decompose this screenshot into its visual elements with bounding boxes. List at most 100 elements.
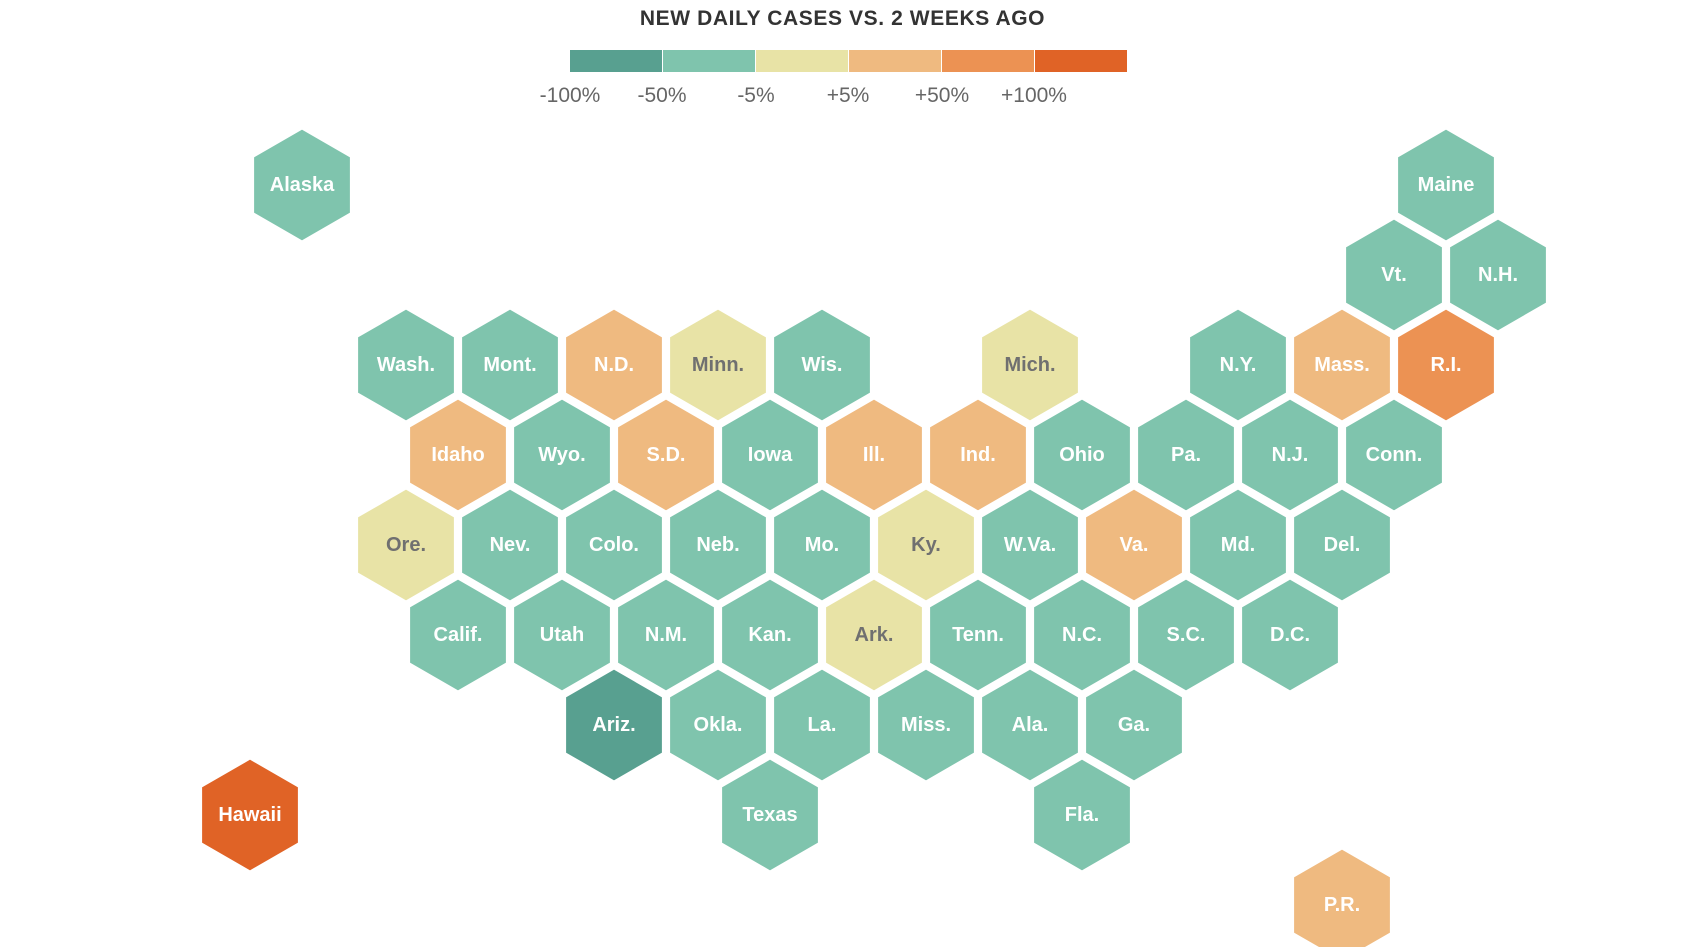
state-hex-ky[interactable]: Ky. [875, 486, 977, 604]
state-hex-tile[interactable] [771, 306, 873, 424]
state-hex-tile[interactable] [407, 576, 509, 694]
state-hex-tile[interactable] [511, 396, 613, 514]
state-hex-tile[interactable] [407, 396, 509, 514]
state-hex-tile[interactable] [1031, 756, 1133, 874]
state-hex-nj[interactable]: N.J. [1239, 396, 1341, 514]
state-hex-nh[interactable]: N.H. [1447, 216, 1549, 334]
state-hex-alaska[interactable]: Alaska [251, 126, 353, 244]
state-hex-tile[interactable] [1395, 126, 1497, 244]
state-hex-tile[interactable] [875, 666, 977, 784]
state-hex-tile[interactable] [1031, 396, 1133, 514]
state-hex-pa[interactable]: Pa. [1135, 396, 1237, 514]
state-hex-tile[interactable] [979, 306, 1081, 424]
state-hex-sd[interactable]: S.D. [615, 396, 717, 514]
state-hex-tenn[interactable]: Tenn. [927, 576, 1029, 694]
state-hex-tile[interactable] [1135, 396, 1237, 514]
state-hex-fla[interactable]: Fla. [1031, 756, 1133, 874]
state-hex-tile[interactable] [563, 666, 665, 784]
state-hex-tile[interactable] [1447, 216, 1549, 334]
state-hex-mont[interactable]: Mont. [459, 306, 561, 424]
state-hex-ri[interactable]: R.I. [1395, 306, 1497, 424]
state-hex-mo[interactable]: Mo. [771, 486, 873, 604]
state-hex-maine[interactable]: Maine [1395, 126, 1497, 244]
state-hex-ga[interactable]: Ga. [1083, 666, 1185, 784]
state-hex-mich[interactable]: Mich. [979, 306, 1081, 424]
state-hex-wash[interactable]: Wash. [355, 306, 457, 424]
state-hex-conn[interactable]: Conn. [1343, 396, 1445, 514]
state-hex-tile[interactable] [1343, 216, 1445, 334]
state-hex-tile[interactable] [511, 576, 613, 694]
state-hex-calif[interactable]: Calif. [407, 576, 509, 694]
state-hex-tile[interactable] [771, 666, 873, 784]
state-hex-vt[interactable]: Vt. [1343, 216, 1445, 334]
state-hex-ill[interactable]: Ill. [823, 396, 925, 514]
state-hex-wva[interactable]: W.Va. [979, 486, 1081, 604]
state-hex-tile[interactable] [615, 576, 717, 694]
state-hex-ala[interactable]: Ala. [979, 666, 1081, 784]
state-hex-tile[interactable] [667, 666, 769, 784]
state-hex-wis[interactable]: Wis. [771, 306, 873, 424]
state-hex-tile[interactable] [1291, 846, 1393, 947]
state-hex-tile[interactable] [563, 486, 665, 604]
state-hex-tile[interactable] [1083, 486, 1185, 604]
state-hex-texas[interactable]: Texas [719, 756, 821, 874]
state-hex-tile[interactable] [823, 396, 925, 514]
state-hex-tile[interactable] [1291, 486, 1393, 604]
state-hex-colo[interactable]: Colo. [563, 486, 665, 604]
state-hex-neb[interactable]: Neb. [667, 486, 769, 604]
state-hex-tile[interactable] [1239, 396, 1341, 514]
state-hex-tile[interactable] [459, 306, 561, 424]
state-hex-nev[interactable]: Nev. [459, 486, 561, 604]
state-hex-pr[interactable]: P.R. [1291, 846, 1393, 947]
state-hex-tile[interactable] [979, 486, 1081, 604]
state-hex-tile[interactable] [459, 486, 561, 604]
state-hex-tile[interactable] [1187, 486, 1289, 604]
state-hex-tile[interactable] [251, 126, 353, 244]
state-hex-tile[interactable] [1187, 306, 1289, 424]
state-hex-mass[interactable]: Mass. [1291, 306, 1393, 424]
state-hex-tile[interactable] [355, 486, 457, 604]
state-hex-sc[interactable]: S.C. [1135, 576, 1237, 694]
state-hex-md[interactable]: Md. [1187, 486, 1289, 604]
state-hex-hawaii[interactable]: Hawaii [199, 756, 301, 874]
state-hex-tile[interactable] [615, 396, 717, 514]
state-hex-minn[interactable]: Minn. [667, 306, 769, 424]
state-hex-tile[interactable] [1239, 576, 1341, 694]
state-hex-tile[interactable] [875, 486, 977, 604]
state-hex-nm[interactable]: N.M. [615, 576, 717, 694]
state-hex-miss[interactable]: Miss. [875, 666, 977, 784]
state-hex-tile[interactable] [1135, 576, 1237, 694]
state-hex-tile[interactable] [355, 306, 457, 424]
state-hex-nc[interactable]: N.C. [1031, 576, 1133, 694]
state-hex-nd[interactable]: N.D. [563, 306, 665, 424]
state-hex-ind[interactable]: Ind. [927, 396, 1029, 514]
state-hex-tile[interactable] [719, 756, 821, 874]
state-hex-ark[interactable]: Ark. [823, 576, 925, 694]
state-hex-tile[interactable] [979, 666, 1081, 784]
state-hex-tile[interactable] [927, 396, 1029, 514]
state-hex-ny[interactable]: N.Y. [1187, 306, 1289, 424]
state-hex-tile[interactable] [667, 486, 769, 604]
state-hex-tile[interactable] [927, 576, 1029, 694]
state-hex-dc[interactable]: D.C. [1239, 576, 1341, 694]
state-hex-utah[interactable]: Utah [511, 576, 613, 694]
state-hex-tile[interactable] [1083, 666, 1185, 784]
state-hex-tile[interactable] [823, 576, 925, 694]
state-hex-ohio[interactable]: Ohio [1031, 396, 1133, 514]
state-hex-idaho[interactable]: Idaho [407, 396, 509, 514]
state-hex-tile[interactable] [199, 756, 301, 874]
state-hex-tile[interactable] [719, 576, 821, 694]
state-hex-la[interactable]: La. [771, 666, 873, 784]
state-hex-tile[interactable] [667, 306, 769, 424]
state-hex-okla[interactable]: Okla. [667, 666, 769, 784]
state-hex-tile[interactable] [1031, 576, 1133, 694]
state-hex-ore[interactable]: Ore. [355, 486, 457, 604]
state-hex-kan[interactable]: Kan. [719, 576, 821, 694]
state-hex-wyo[interactable]: Wyo. [511, 396, 613, 514]
state-hex-tile[interactable] [771, 486, 873, 604]
state-hex-tile[interactable] [563, 306, 665, 424]
state-hex-iowa[interactable]: Iowa [719, 396, 821, 514]
state-hex-tile[interactable] [719, 396, 821, 514]
state-hex-tile[interactable] [1395, 306, 1497, 424]
state-hex-del[interactable]: Del. [1291, 486, 1393, 604]
